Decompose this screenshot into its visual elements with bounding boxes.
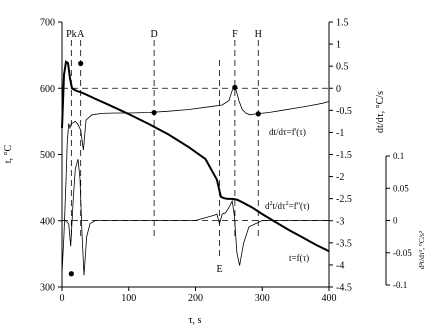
right-tick-label: 1.5 [336, 18, 349, 29]
x-tick-label: 100 [121, 293, 136, 304]
label-derivative-1: dt/dτ=f'(τ) [269, 127, 306, 137]
x-tick-label: 200 [188, 293, 203, 304]
marker-label: Pk [66, 29, 77, 40]
right-axis-ticks: -4.5 -4 -3.5 -3 -2.5 -2 -1.5 -1 -0.5 0 0.5 1 1.5 [329, 18, 352, 294]
second-right-axis-ticks: -0.1 -0.05 0 0.05 0.1 [386, 151, 412, 290]
marked-point [68, 271, 74, 277]
marker-label: E [216, 264, 222, 275]
label-derivative-2-rest: =f''(τ) [289, 201, 310, 211]
left-axis-ticks: 300 400 500 600 700 [40, 18, 62, 294]
label-derivative-2-sup: 2 [270, 201, 273, 207]
x-tick-label: 0 [60, 293, 65, 304]
label-derivative-2-sup2: 2 [286, 201, 289, 207]
series-temperature [61, 60, 330, 253]
right-tick-label: -1.5 [336, 150, 352, 161]
x-tick-label: 300 [255, 293, 270, 304]
second-right-tick-label: -0.1 [393, 280, 407, 290]
series-first-derivative [61, 86, 330, 274]
second-right-tick-label: 0.1 [393, 151, 404, 161]
right-tick-label: -2 [336, 172, 344, 183]
x-axis-label: τ, s [189, 315, 202, 325]
marker-labels: Pk A D F H E [66, 29, 262, 275]
right-tick-label: -4 [336, 260, 344, 271]
second-right-tick-label: 0 [393, 216, 398, 226]
right-tick-label: -0.5 [336, 106, 352, 117]
left-axis-label: t, °C [3, 144, 14, 163]
label-temperature: t=f(τ) [289, 253, 309, 263]
right-tick-label: -3.5 [336, 238, 352, 249]
marked-point [232, 84, 238, 90]
marker-label: A [77, 29, 85, 40]
x-axis-ticks: 0 100 200 300 400 [60, 287, 337, 304]
right-tick-label: -2.5 [336, 194, 352, 205]
label-derivative-2: d2t/dτ2=f''(τ) [265, 201, 310, 211]
marker-label: H [255, 29, 262, 40]
marked-points [68, 60, 261, 277]
second-right-tick-label: -0.05 [393, 248, 412, 258]
left-tick-label: 300 [40, 283, 55, 294]
left-tick-label: 600 [40, 84, 55, 95]
marked-point [78, 60, 84, 67]
marked-point [255, 111, 261, 117]
label-derivative-2-d: d [265, 201, 270, 211]
right-tick-label: 0 [336, 84, 341, 95]
left-tick-label: 400 [40, 216, 55, 227]
marker-label: D [150, 29, 157, 40]
right-tick-label: 1 [336, 40, 341, 51]
series-second-derivative [62, 159, 329, 276]
second-right-tick-label: 0.05 [393, 183, 409, 193]
right-tick-label: -4.5 [336, 283, 352, 294]
marker-label: F [232, 29, 238, 40]
right-tick-label: 0.5 [336, 62, 349, 73]
right-tick-label: -3 [336, 216, 344, 227]
marked-point [151, 109, 157, 116]
second-right-axis-label: d²t/dτ², °C/s² [417, 230, 425, 269]
left-tick-label: 500 [40, 150, 55, 161]
label-derivative-2-mid: t/dτ [273, 201, 287, 211]
x-tick-label: 400 [322, 293, 337, 304]
dashed-reference-lines [62, 40, 329, 260]
series-lines [61, 60, 330, 276]
right-tick-label: -1 [336, 128, 344, 139]
left-tick-label: 700 [40, 18, 55, 29]
right-axis-label: dt/dτ, °C/s [375, 91, 386, 133]
